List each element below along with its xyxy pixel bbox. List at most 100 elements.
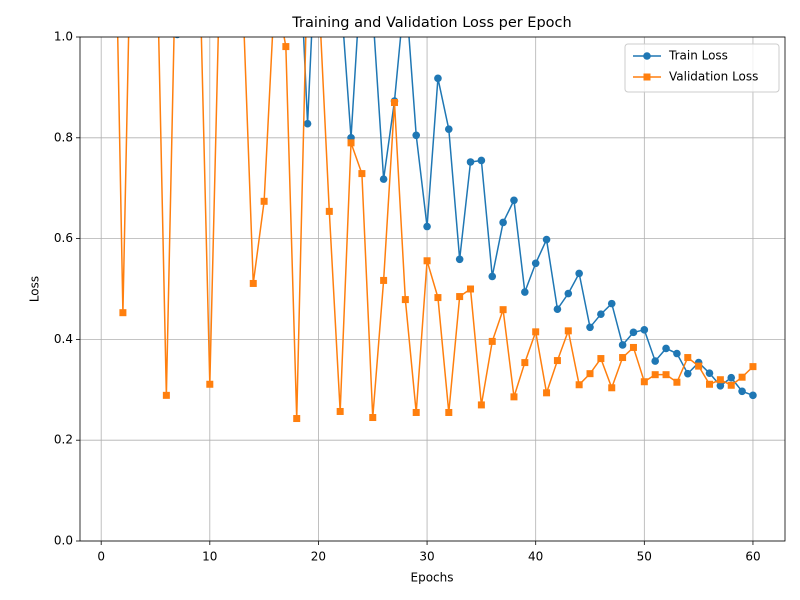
marker <box>379 175 388 183</box>
series-line <box>302 37 754 397</box>
marker <box>477 156 486 165</box>
marker <box>466 158 475 166</box>
marker <box>390 99 398 107</box>
x-axis-label: Epochs <box>411 571 454 585</box>
x-tick-label: 60 <box>745 550 760 564</box>
marker <box>260 197 268 205</box>
marker <box>618 341 627 349</box>
marker <box>575 269 583 278</box>
marker <box>206 380 214 388</box>
marker <box>586 323 594 332</box>
marker <box>412 131 421 140</box>
marker <box>325 207 333 215</box>
marker <box>575 381 583 389</box>
marker <box>586 370 594 378</box>
marker <box>423 222 431 231</box>
marker <box>716 381 725 390</box>
plot-frame <box>79 36 786 542</box>
marker <box>369 414 377 422</box>
marker <box>673 349 681 358</box>
legend-label: Train Loss <box>668 49 728 63</box>
y-tick-label: 0.2 <box>54 433 73 447</box>
marker <box>510 196 518 205</box>
marker <box>434 294 442 302</box>
y-tick-label: 0.4 <box>54 332 73 346</box>
marker <box>643 52 651 60</box>
marker <box>542 235 551 244</box>
marker <box>684 354 692 362</box>
marker <box>434 74 442 83</box>
marker <box>531 259 540 268</box>
marker <box>445 408 453 416</box>
chart-title: Training and Validation Loss per Epoch <box>291 15 571 31</box>
y-tick-label: 0.6 <box>54 231 73 245</box>
x-tick-label: 50 <box>637 550 652 564</box>
marker <box>716 376 724 384</box>
y-tick-label: 0.0 <box>54 534 73 548</box>
marker <box>727 381 735 389</box>
marker <box>597 355 605 363</box>
marker <box>423 257 431 265</box>
marker <box>662 344 670 353</box>
marker <box>629 343 637 351</box>
marker <box>499 218 507 227</box>
marker <box>456 293 464 301</box>
marker <box>643 73 651 81</box>
legend-label: Validation Loss <box>669 70 758 84</box>
marker <box>662 371 670 379</box>
marker <box>444 125 453 134</box>
marker <box>608 384 616 392</box>
marker <box>336 407 344 415</box>
marker <box>543 389 551 397</box>
marker <box>564 327 572 335</box>
marker <box>597 310 605 319</box>
marker <box>412 408 420 416</box>
marker <box>640 326 649 334</box>
marker <box>640 378 648 386</box>
marker <box>705 369 714 377</box>
marker <box>607 299 616 308</box>
marker <box>488 272 497 281</box>
marker <box>532 328 540 336</box>
marker <box>695 362 703 370</box>
marker <box>564 289 573 298</box>
marker <box>467 285 475 293</box>
marker <box>651 357 659 365</box>
marker <box>455 255 464 264</box>
marker <box>477 401 485 409</box>
marker <box>282 43 290 51</box>
marker <box>162 391 170 399</box>
marker <box>380 276 388 284</box>
marker <box>651 371 659 379</box>
x-tick-label: 10 <box>202 550 217 564</box>
marker <box>401 296 409 304</box>
marker <box>629 328 638 337</box>
marker <box>521 359 529 367</box>
y-tick-label: 0.8 <box>54 130 73 144</box>
x-tick-label: 0 <box>97 550 105 564</box>
x-tick-label: 20 <box>311 550 326 564</box>
marker <box>738 387 746 396</box>
marker <box>499 306 507 314</box>
marker <box>553 305 562 313</box>
legend-box <box>624 43 780 93</box>
marker <box>293 415 301 423</box>
marker <box>510 393 518 401</box>
marker <box>738 373 746 381</box>
marker <box>249 279 257 287</box>
y-tick-label: 1.0 <box>54 30 73 44</box>
marker <box>303 119 312 128</box>
marker <box>521 288 529 296</box>
x-tick-label: 30 <box>419 550 434 564</box>
marker <box>358 170 366 178</box>
marker <box>553 357 561 365</box>
marker <box>749 391 757 400</box>
marker <box>488 337 496 345</box>
marker <box>727 373 736 382</box>
y-axis-label: Loss <box>28 276 42 302</box>
marker <box>673 378 681 386</box>
marker <box>119 309 127 317</box>
marker <box>706 380 714 388</box>
marker <box>619 354 627 362</box>
